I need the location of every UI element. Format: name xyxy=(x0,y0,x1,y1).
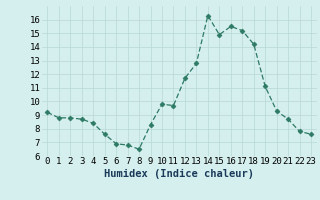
X-axis label: Humidex (Indice chaleur): Humidex (Indice chaleur) xyxy=(104,169,254,179)
